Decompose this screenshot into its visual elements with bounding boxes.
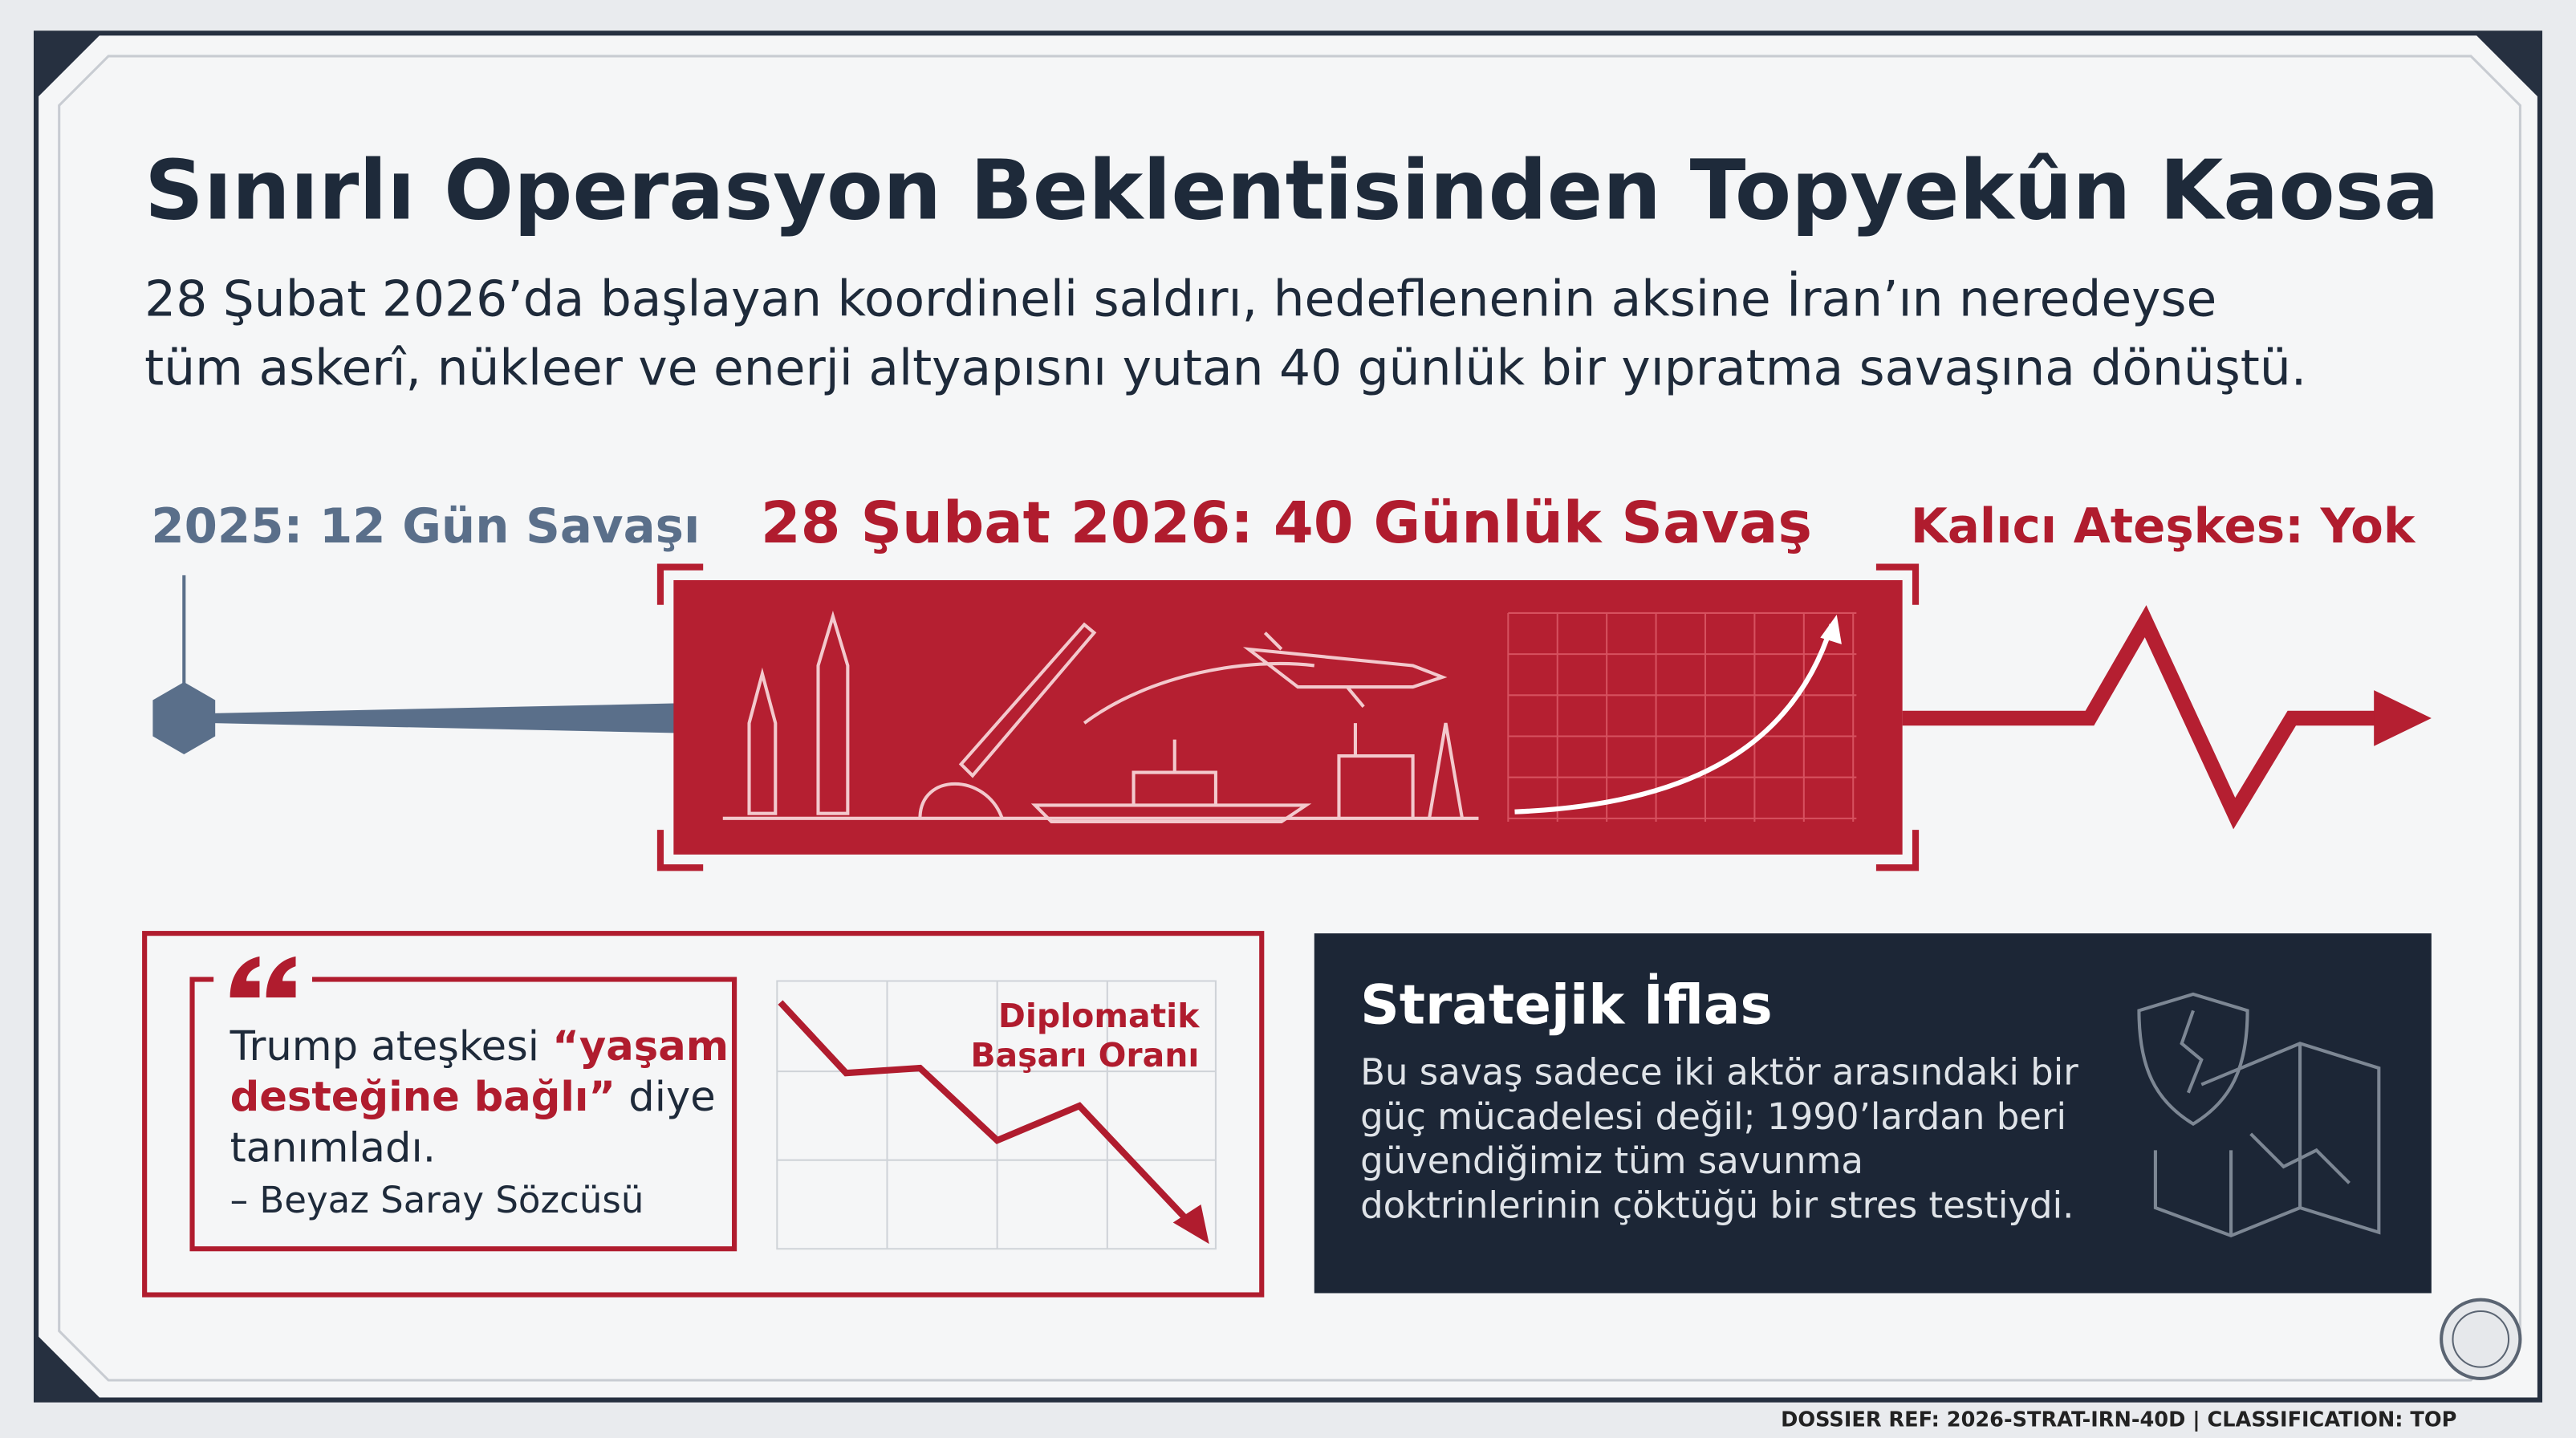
quote-inner (189, 977, 737, 1252)
panel-body: Bu savaş sadece iki aktör arasındaki bir (1360, 1051, 2078, 1094)
quote-box (142, 931, 1265, 1298)
zigzag (1902, 605, 2383, 830)
arrowhead (2374, 690, 2432, 746)
subtitle: 28 Şubat 2026’da başlayan koordineli sal… (144, 270, 2216, 327)
mini-chart-title: Başarı Oranı (970, 1036, 1199, 1074)
quote-segment: Trump ateşkesi (230, 1023, 553, 1070)
seal (2452, 1310, 2510, 1368)
hexagon (152, 681, 216, 755)
quote-text: Trump ateşkesi “yaşam desteğine bağlı” di… (230, 1023, 729, 1172)
subtitle: tüm askerî, nükleer ve enerji altyapısnı… (144, 339, 2306, 396)
mini-chart-title: Diplomatik (998, 997, 1200, 1035)
panel-icons (2137, 992, 2381, 1238)
rising-curve (1514, 624, 1834, 814)
brackets (656, 563, 1920, 871)
quote-segment: desteğine bağlı” (230, 1074, 616, 1121)
timeline-main: 28 Şubat 2026: 40 Günlük Savaş (761, 489, 1812, 556)
panel-body: doktrinlerinin çöktüğü bir stres testiyd… (1360, 1184, 2074, 1226)
quote-segment: tanımladı. (230, 1125, 436, 1172)
corner (2474, 33, 2540, 100)
panel (1314, 933, 2432, 1294)
grid (1507, 611, 1857, 822)
quote-segment: diye (616, 1074, 716, 1121)
quote-gap (213, 949, 312, 1009)
mini-grid (776, 980, 1217, 1250)
quote-segment: “yaşam (552, 1023, 729, 1070)
title: Sınırlı Operasyon Beklentisinden Topyekû… (144, 144, 2439, 239)
decline-line (778, 1000, 1194, 1227)
inner-frame (58, 55, 2521, 1382)
timeline-line (213, 703, 697, 733)
panel-title: Stratejik İflas (1360, 973, 1773, 1037)
panel-body: güvendiğimiz tüm savunma (1360, 1139, 1863, 1182)
timeline-start: 2025: 12 Gün Savaşı (151, 498, 700, 554)
timeline-end: Kalıcı Ateşkes: Yok (1911, 498, 2416, 554)
war-band (673, 580, 1903, 855)
war-icons (722, 610, 1479, 823)
quote-source: – Beyaz Saray Sözcüsü (230, 1179, 644, 1221)
quote-mark (230, 956, 296, 997)
footer: DOSSIER REF: 2026-STRAT-IRN-40D | CLASSI… (1781, 1408, 2456, 1432)
panel-body: güç mücadelesi değil; 1990’lardan beri (1360, 1095, 2066, 1138)
arrowhead (1172, 1204, 1209, 1245)
arrowhead (1820, 615, 1842, 644)
